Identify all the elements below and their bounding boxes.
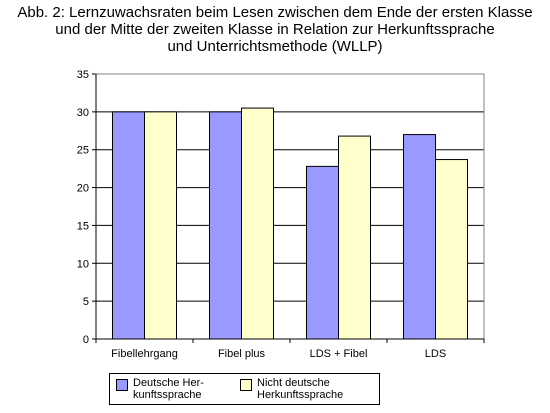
legend-label-series-1: Deutsche Her- kunftssprache — [133, 377, 204, 401]
bar-series-2 — [338, 135, 371, 340]
legend: Deutsche Her- kunftssprache Nicht deutsc… — [109, 373, 380, 405]
y-tick-label: 15 — [77, 220, 89, 232]
y-tick-label: 30 — [77, 107, 89, 119]
title-line: und der Mitte der zweiten Klasse in Rela… — [55, 21, 495, 38]
x-tick-label: Fibel plus — [218, 348, 266, 360]
bar-series-1 — [112, 111, 145, 340]
x-tick-label: LDS + Fibel — [310, 348, 368, 360]
bar-series-2 — [241, 107, 274, 340]
legend-item-series-1: Deutsche Her- kunftssprache — [116, 377, 204, 401]
legend-swatch-series-2 — [240, 379, 252, 391]
y-tick-label: 10 — [77, 258, 89, 270]
x-tick-label: LDS — [425, 348, 446, 360]
y-tick-label: 20 — [77, 183, 89, 195]
x-tick-label: Fibellehrgang — [111, 348, 178, 360]
legend-label-series-2: Nicht deutsche Herkunftssprache — [257, 377, 344, 401]
bar-series-1 — [403, 134, 436, 340]
title-line: und Unterrichtsmethode (WLLP) — [167, 38, 383, 55]
title-line: Abb. 2: Lernzuwachsraten beim Lesen zwis… — [17, 4, 533, 21]
y-tick-label: 35 — [77, 69, 89, 81]
bar-series-2 — [435, 159, 468, 340]
y-tick-label: 5 — [83, 296, 89, 308]
chart-title: Abb. 2: Lernzuwachsraten beim Lesen zwis… — [0, 4, 550, 55]
bar-series-1 — [306, 165, 339, 340]
legend-swatch-series-1 — [116, 379, 128, 391]
y-tick-label: 25 — [77, 145, 89, 157]
y-tick-label: 0 — [83, 334, 89, 346]
bar-series-1 — [209, 111, 242, 340]
legend-item-series-2: Nicht deutsche Herkunftssprache — [240, 377, 343, 401]
bar-series-2 — [144, 111, 177, 340]
